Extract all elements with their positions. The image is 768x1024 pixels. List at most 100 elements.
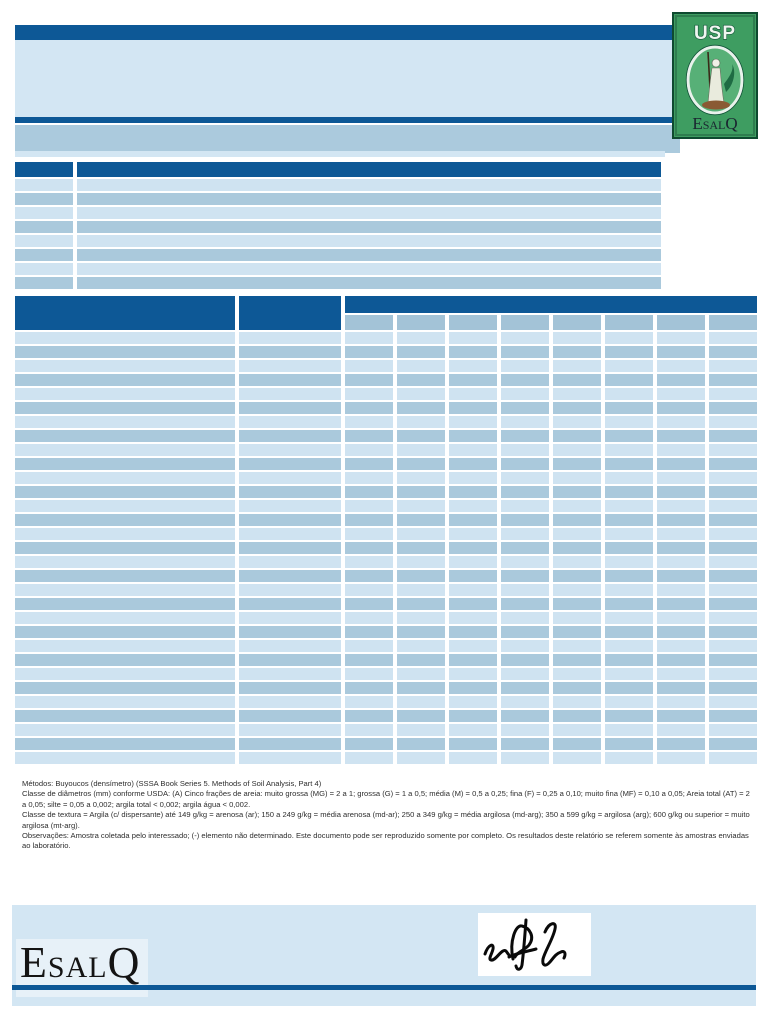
results-table-cell	[239, 738, 341, 750]
results-table-cell	[449, 626, 497, 638]
header-title-bar	[15, 25, 680, 40]
results-table-cell	[397, 360, 445, 372]
results-table-cell	[657, 598, 705, 610]
results-table-cell	[553, 752, 601, 764]
results-table-cell	[709, 696, 757, 708]
results-table-cell	[239, 584, 341, 596]
results-table-cell	[239, 640, 341, 652]
results-table-cell	[239, 472, 341, 484]
results-table-cell	[449, 724, 497, 736]
results-table-cell	[397, 570, 445, 582]
info-table-cell	[77, 263, 661, 275]
results-table-cell	[345, 570, 393, 582]
results-table-cell	[657, 374, 705, 386]
results-table-cell	[239, 360, 341, 372]
results-table-cell	[709, 654, 757, 666]
results-table-cell	[657, 724, 705, 736]
results-table-cell	[15, 458, 235, 470]
results-table-cell	[501, 696, 549, 708]
results-subheader-cell	[397, 315, 445, 330]
results-table-cell	[605, 696, 653, 708]
results-subheader-cell	[657, 315, 705, 330]
results-table-cell	[605, 374, 653, 386]
results-table-cell	[345, 402, 393, 414]
results-table-cell	[449, 430, 497, 442]
results-table-cell	[449, 472, 497, 484]
results-table-cell	[345, 668, 393, 680]
results-table-cell	[709, 682, 757, 694]
results-table-cell	[605, 710, 653, 722]
results-table-cell	[501, 332, 549, 344]
results-table-cell	[345, 528, 393, 540]
results-table-cell	[657, 682, 705, 694]
results-table-cell	[501, 752, 549, 764]
info-table-cell	[15, 249, 73, 261]
results-table-cell	[553, 444, 601, 456]
results-subheader-cell	[501, 315, 549, 330]
results-table-cell	[239, 444, 341, 456]
results-table-cell	[605, 654, 653, 666]
usp-esalq-logo-graphic: USP ESALQ	[672, 12, 758, 139]
results-table-cell	[15, 346, 235, 358]
results-table-cell	[553, 682, 601, 694]
results-subheader-cell	[449, 315, 497, 330]
results-table-cell	[449, 738, 497, 750]
results-table-cell	[553, 542, 601, 554]
results-table-cell	[709, 710, 757, 722]
results-table-cell	[345, 612, 393, 624]
results-table-cell	[239, 542, 341, 554]
results-table-cell	[15, 612, 235, 624]
results-table-cell	[605, 612, 653, 624]
results-table-cell	[345, 472, 393, 484]
results-table-cell	[239, 752, 341, 764]
results-table-cell	[553, 654, 601, 666]
results-table-cell	[15, 626, 235, 638]
results-subheader-cell	[709, 315, 757, 330]
results-table-cell	[345, 654, 393, 666]
results-table-cell	[397, 584, 445, 596]
results-table-cell	[239, 402, 341, 414]
results-table-cell	[501, 542, 549, 554]
results-table-cell	[709, 556, 757, 568]
results-table-cell	[605, 458, 653, 470]
results-table-cell	[657, 528, 705, 540]
info-table-header-label-cell	[15, 162, 73, 177]
results-table-cell	[15, 710, 235, 722]
usp-esalq-logo: USP ESALQ	[672, 12, 758, 139]
results-table-cell	[15, 682, 235, 694]
results-table-cell	[239, 514, 341, 526]
results-table-cell	[605, 514, 653, 526]
results-table-cell	[657, 360, 705, 372]
results-table-cell	[501, 640, 549, 652]
results-table-cell	[709, 584, 757, 596]
results-table-cell	[345, 696, 393, 708]
results-table-cell	[345, 388, 393, 400]
results-table-cell	[657, 430, 705, 442]
results-table-cell	[709, 332, 757, 344]
logo-esalq-e: E	[692, 114, 702, 133]
results-table-cell	[15, 654, 235, 666]
results-table-cell	[709, 570, 757, 582]
results-table-cell	[605, 542, 653, 554]
results-table-cell	[397, 626, 445, 638]
results-table-cell	[553, 374, 601, 386]
results-table-cell	[709, 598, 757, 610]
info-table-cell	[77, 193, 661, 205]
results-table-cell	[397, 430, 445, 442]
results-table-cell	[345, 346, 393, 358]
wordmark-sal: SAL	[47, 951, 108, 984]
results-table-cell	[345, 514, 393, 526]
results-table-cell	[553, 696, 601, 708]
note-diameter-classes: Classe de diâmetros (mm) conforme USDA: …	[22, 789, 750, 809]
results-table-cell	[657, 556, 705, 568]
info-table-body	[15, 179, 661, 289]
results-table-cell	[553, 556, 601, 568]
results-table-cell	[553, 500, 601, 512]
results-subheader-cell	[553, 315, 601, 330]
results-table-cell	[397, 612, 445, 624]
results-table-cell	[553, 402, 601, 414]
footer-banner: ESALQ	[12, 905, 756, 1006]
results-table-cell	[657, 514, 705, 526]
note-methods: Métodos: Buyoucos (densímetro) (SSSA Boo…	[22, 779, 322, 788]
